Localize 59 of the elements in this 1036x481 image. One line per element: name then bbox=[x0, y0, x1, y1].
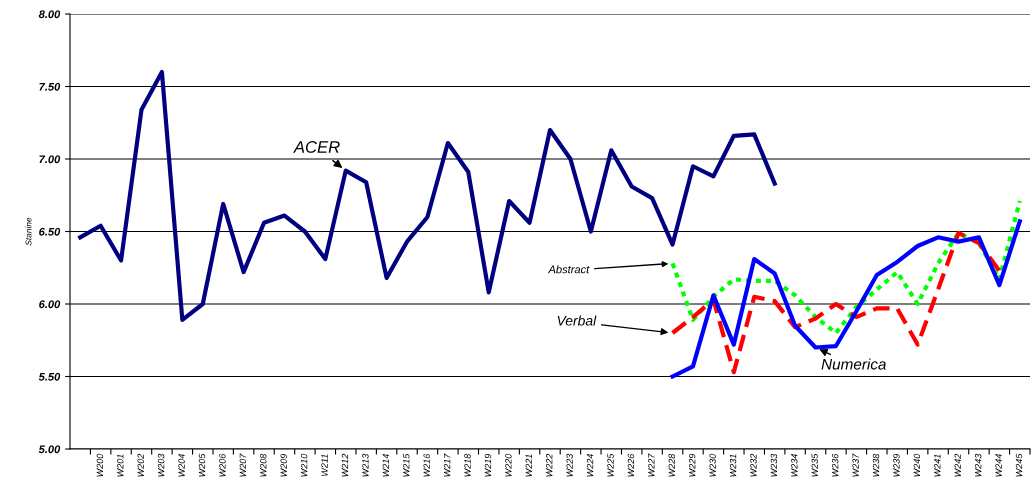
y-tick-label: 7.00 bbox=[39, 155, 61, 164]
x-tick-label: W237 bbox=[852, 453, 859, 477]
x-tick-label: W201 bbox=[117, 454, 124, 477]
x-tick-label: W207 bbox=[239, 453, 247, 477]
text: Verbal bbox=[557, 315, 597, 326]
y-tick-label: 5.50 bbox=[38, 372, 61, 381]
x-tick-label: W215 bbox=[403, 453, 410, 477]
x-tick-label: W209 bbox=[280, 453, 287, 477]
x-tick-label: W227 bbox=[648, 453, 655, 477]
x-tick-label: W220 bbox=[505, 453, 512, 477]
series-label: ACER bbox=[293, 141, 340, 153]
x-tick-label: W212 bbox=[341, 453, 349, 477]
x-tick-label: W221 bbox=[525, 454, 532, 477]
x-tick-label: W235 bbox=[811, 453, 818, 477]
x-tick-label: W241 bbox=[934, 454, 941, 477]
y-axis-title: Stanine bbox=[25, 217, 32, 246]
x-tick-label: W234 bbox=[791, 454, 798, 477]
x-tick-label: W208 bbox=[260, 453, 267, 477]
x-tick-label: W202 bbox=[137, 453, 144, 477]
x-tick-label: W211 bbox=[321, 454, 328, 476]
x-tick-label: W228 bbox=[668, 453, 675, 477]
x-tick-label: W232 bbox=[750, 453, 757, 477]
x-tick-label: W244 bbox=[995, 454, 1002, 477]
x-tick-label: W214 bbox=[382, 454, 389, 477]
x-tick-label: W230 bbox=[709, 453, 716, 477]
line-series bbox=[670, 198, 1022, 336]
x-tick-label: W223 bbox=[566, 453, 573, 477]
x-tick-label: W224 bbox=[586, 454, 594, 477]
x-tick-label: W204 bbox=[178, 454, 185, 477]
y-tick-label: 6.00 bbox=[39, 300, 61, 309]
x-tick-label: W239 bbox=[893, 453, 900, 477]
x-tick-label: W236 bbox=[831, 453, 839, 477]
text: Abstract bbox=[547, 265, 590, 274]
x-tick-label: W238 bbox=[872, 453, 880, 477]
x-tick-label: W218 bbox=[464, 453, 471, 477]
x-tick-label: W219 bbox=[484, 453, 492, 477]
x-tick-label: W242 bbox=[954, 453, 961, 477]
x-tick-label: W216 bbox=[423, 453, 430, 477]
y-tick-label: 6.50 bbox=[39, 227, 61, 236]
x-tick-label: W245 bbox=[1015, 453, 1023, 477]
y-tick-label: 7.50 bbox=[39, 82, 61, 91]
x-tick-label: W217 bbox=[443, 453, 451, 477]
series-label: Numerica bbox=[821, 358, 886, 370]
x-tick-label: W200 bbox=[96, 453, 104, 477]
x-tick-label: W229 bbox=[689, 453, 696, 477]
x-tick-label: W243 bbox=[974, 453, 982, 477]
x-tick-label: W206 bbox=[219, 453, 226, 477]
x-tick-label: W203 bbox=[157, 453, 165, 477]
x-tick-label: W231 bbox=[729, 454, 737, 477]
x-tick-label: W240 bbox=[913, 453, 921, 477]
y-tick-label: 5.00 bbox=[38, 445, 61, 454]
x-tick-label: W225 bbox=[607, 453, 614, 477]
x-tick-label: W210 bbox=[300, 453, 308, 477]
x-tick-label: W205 bbox=[198, 453, 206, 477]
x-tick-label: W222 bbox=[546, 453, 553, 477]
x-tick-label: W233 bbox=[770, 453, 778, 477]
x-tick-label: W213 bbox=[362, 453, 369, 477]
x-tick-label: W226 bbox=[627, 453, 635, 477]
y-tick-label: 8.00 bbox=[38, 10, 61, 19]
